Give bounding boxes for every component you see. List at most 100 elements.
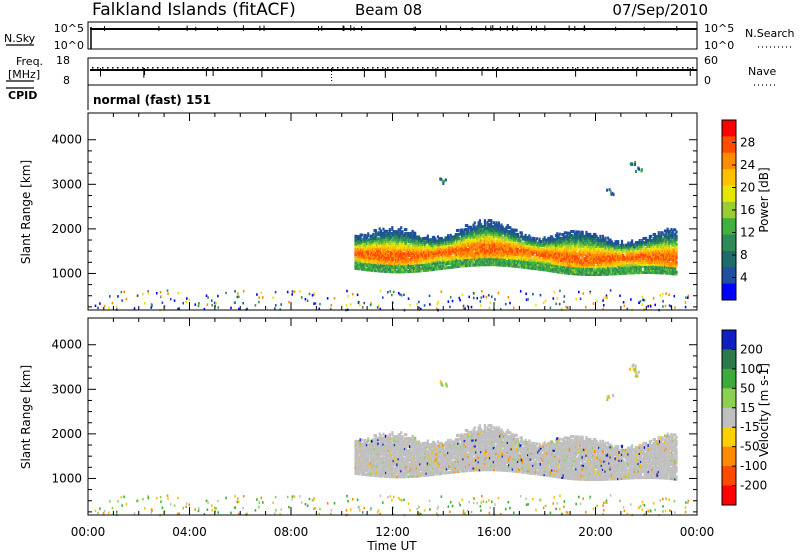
nave-series-dot bbox=[517, 67, 519, 69]
nsky-tick-top: 10^5 bbox=[54, 22, 84, 35]
nave-series-dot bbox=[467, 67, 469, 69]
power-ground-bin bbox=[387, 291, 389, 294]
power-ground-bin bbox=[198, 305, 200, 308]
power-ground-bin bbox=[217, 295, 219, 298]
power-ground-bin bbox=[346, 290, 348, 293]
power-ground-bin bbox=[543, 302, 545, 305]
power-ground-bin bbox=[526, 298, 528, 301]
nave-series-dot bbox=[547, 67, 549, 69]
power-ground-bin bbox=[116, 306, 118, 309]
nave-series-dot bbox=[572, 67, 574, 69]
power-ground-bin bbox=[563, 301, 565, 304]
power-patch-bin bbox=[439, 177, 441, 180]
nave-series-dot bbox=[257, 67, 259, 69]
power-ground-bin bbox=[255, 304, 257, 307]
nave-series-dot bbox=[557, 67, 559, 69]
power-ground-bin bbox=[535, 304, 537, 307]
power-ground-bin bbox=[238, 296, 240, 299]
nave-series-dot bbox=[177, 67, 179, 69]
power-ground-bin bbox=[108, 307, 110, 310]
power-ground-bin bbox=[585, 306, 587, 309]
power-ground-bin bbox=[123, 291, 125, 294]
power-ground-bin bbox=[480, 296, 482, 299]
nave-series-dot bbox=[432, 67, 434, 69]
nave-series-dot bbox=[447, 67, 449, 69]
nave-series-dot bbox=[422, 67, 424, 69]
power-ground-bin bbox=[520, 290, 522, 293]
power-ground-bin bbox=[480, 304, 482, 307]
power-ground-bin bbox=[161, 295, 163, 298]
power-ground-bin bbox=[362, 306, 364, 309]
power-patch-bin bbox=[606, 189, 608, 192]
power-ground-bin bbox=[653, 297, 655, 300]
power-ground-bin bbox=[288, 301, 290, 304]
nave-series-dot bbox=[242, 67, 244, 69]
power-ground-bin bbox=[553, 291, 555, 294]
nave-series-dot bbox=[237, 67, 239, 69]
nave-series-dot bbox=[632, 67, 634, 69]
nave-series-dot bbox=[532, 67, 534, 69]
nave-series-dot bbox=[477, 67, 479, 69]
power-bin bbox=[675, 243, 677, 246]
power-patch-bin bbox=[635, 170, 637, 173]
power-ground-bin bbox=[214, 302, 216, 305]
nave-series-dot bbox=[567, 67, 569, 69]
power-ground-bin bbox=[275, 291, 277, 294]
power-ground-bin bbox=[596, 300, 598, 303]
power-ground-bin bbox=[186, 297, 188, 300]
nave-series-dot bbox=[352, 67, 354, 69]
power-ground-bin bbox=[211, 299, 213, 302]
nave-series-dot bbox=[317, 67, 319, 69]
power-ground-bin bbox=[582, 292, 584, 295]
power-bin bbox=[650, 235, 652, 238]
power-bin bbox=[490, 219, 492, 222]
power-ground-bin bbox=[380, 290, 382, 293]
power-bin bbox=[675, 235, 677, 238]
nave-series-dot bbox=[222, 67, 224, 69]
power-ground-bin bbox=[603, 304, 605, 307]
nave-series-dot bbox=[642, 67, 644, 69]
power-ground-bin bbox=[258, 301, 260, 304]
power-ground-bin bbox=[589, 292, 591, 295]
nave-series-dot bbox=[102, 67, 104, 69]
power-ground-bin bbox=[532, 293, 534, 296]
power-ground-bin bbox=[177, 292, 179, 295]
power-ground-bin bbox=[170, 298, 172, 301]
power-ground-bin bbox=[448, 300, 450, 303]
power-ground-bin bbox=[207, 303, 209, 306]
nave-series-dot bbox=[272, 67, 274, 69]
power-ground-bin bbox=[121, 291, 123, 294]
power-ground-bin bbox=[605, 296, 607, 299]
power-colorbar-swatch bbox=[722, 153, 736, 170]
nave-series-dot bbox=[492, 67, 494, 69]
power-bin bbox=[559, 233, 561, 236]
nave-series-dot bbox=[577, 67, 579, 69]
power-ground-bin bbox=[319, 303, 321, 306]
nsky-label: N.Sky bbox=[4, 32, 36, 45]
power-ground-bin bbox=[640, 300, 642, 303]
nave-series-dot bbox=[457, 67, 459, 69]
nave-series-dot bbox=[232, 67, 234, 69]
nave-series-dot bbox=[277, 67, 279, 69]
power-bin bbox=[599, 235, 601, 238]
power-ground-bin bbox=[458, 297, 460, 300]
power-ground-bin bbox=[274, 307, 276, 310]
power-ground-bin bbox=[182, 302, 184, 305]
power-ground-bin bbox=[309, 293, 311, 296]
power-ground-bin bbox=[527, 298, 529, 301]
power-ground-bin bbox=[377, 306, 379, 309]
power-ground-bin bbox=[525, 293, 527, 296]
power-ground-bin bbox=[194, 303, 196, 306]
power-ground-bin bbox=[623, 301, 625, 304]
nave-series-dot bbox=[682, 67, 684, 69]
nave-series-dot bbox=[282, 67, 284, 69]
power-ground-bin bbox=[331, 304, 333, 307]
power-ground-bin bbox=[363, 302, 365, 305]
power-bin bbox=[675, 271, 677, 274]
nsearch-label: N.Search bbox=[745, 27, 795, 40]
nave-series-dot bbox=[202, 67, 204, 69]
power-ground-bin bbox=[211, 304, 213, 307]
nsearch-tick-bottom: 10^0 bbox=[704, 39, 734, 52]
power-ground-bin bbox=[473, 297, 475, 300]
nave-series-dot bbox=[372, 67, 374, 69]
